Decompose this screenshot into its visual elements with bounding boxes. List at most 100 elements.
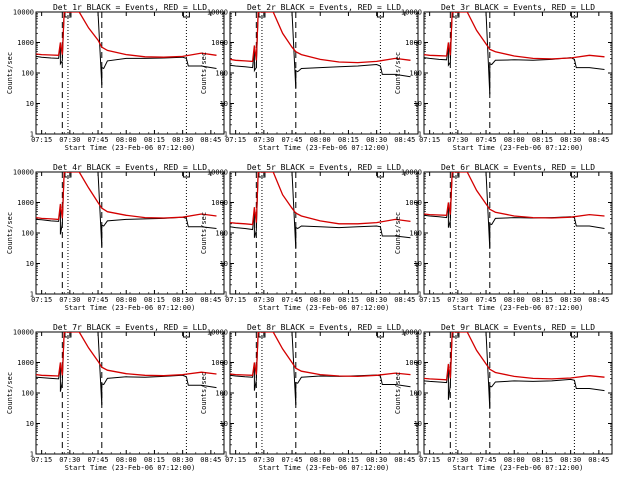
panel-title: Det 6r BLACK = Events, RED = LLD xyxy=(441,163,595,172)
x-tick-label: 08:45 xyxy=(588,456,609,464)
y-tick-label: 1 xyxy=(418,131,422,139)
y-tick-label: 1 xyxy=(30,131,34,139)
detector-panel: Det 5r BLACK = Events, RED = LLD11010010… xyxy=(200,163,419,312)
y-tick-label: 1000 xyxy=(17,199,34,207)
y-tick-label: 10 xyxy=(414,420,422,428)
detector-panel: Det 9r BLACK = Events, RED = LLD 1 10 100 10… xyxy=(394,323,613,472)
y-tick-label: 10 xyxy=(26,260,34,268)
x-tick-label: 07:45 xyxy=(88,296,109,304)
panel-title: Det 9r BLACK = Events, RED = LLD xyxy=(441,323,595,332)
y-tick-label: 1 xyxy=(418,291,422,299)
y-tick-label: 1 xyxy=(418,451,422,459)
y-axis-label: Counts/sec xyxy=(6,372,14,414)
x-tick-label: 07:45 xyxy=(282,136,303,144)
y-tick-label: 1000 xyxy=(17,39,34,47)
y-tick-label: 1 xyxy=(30,451,34,459)
y-tick-label: 100 xyxy=(409,390,422,398)
x-tick-label: 07:15 xyxy=(225,456,246,464)
panel-title: Det 2r BLACK = Events, RED = LLD xyxy=(247,3,401,12)
x-tick-label: 07:30 xyxy=(59,456,80,464)
plot-frame xyxy=(229,11,419,135)
y-tick-label: 1000 xyxy=(405,39,422,47)
y-tick-label: 1000 xyxy=(211,199,228,207)
y-tick-label: 1000 xyxy=(211,39,228,47)
x-tick-label: 08:45 xyxy=(394,136,415,144)
y-tick-label: 100 xyxy=(21,70,34,78)
x-tick-label: 07:15 xyxy=(225,136,246,144)
x-tick-label: 08:15 xyxy=(338,456,359,464)
plot-frame xyxy=(35,171,225,295)
top-bracket-marker xyxy=(452,332,460,338)
x-tick-label: 08:15 xyxy=(338,136,359,144)
top-bracket-marker xyxy=(258,172,266,178)
y-axis-label: Counts/sec xyxy=(6,52,14,94)
plot-frame xyxy=(35,331,225,455)
y-axis-label: Counts/sec xyxy=(394,212,402,254)
y-tick-label: 10 xyxy=(26,100,34,108)
x-tick-label: 08:15 xyxy=(144,456,165,464)
x-axis-label: Start Time (23-Feb-06 07:12:00) xyxy=(259,304,390,312)
x-tick-label: 08:45 xyxy=(394,456,415,464)
y-axis-label: Counts/sec xyxy=(394,372,402,414)
panel-title: Det 8r BLACK = Events, RED = LLD xyxy=(247,323,401,332)
lld-series-line xyxy=(230,12,411,64)
x-tick-label: 07:15 xyxy=(31,136,52,144)
y-axis-label: Counts/sec xyxy=(200,372,208,414)
lld-series-line xyxy=(36,332,217,377)
x-tick-label: 07:30 xyxy=(447,136,468,144)
top-bracket-marker xyxy=(182,12,190,18)
y-tick-label: 10000 xyxy=(401,9,422,17)
y-tick-label: 10000 xyxy=(13,329,34,337)
detector-panel: Det 1r BLACK = Events, RED = LLD 1 10 100 10… xyxy=(6,3,225,152)
panel-title: Det 4r BLACK = Events, RED = LLD xyxy=(53,163,207,172)
y-tick-label: 1000 xyxy=(405,359,422,367)
x-tick-label: 07:15 xyxy=(419,136,440,144)
x-tick-label: 08:00 xyxy=(504,456,525,464)
x-tick-label: 08:30 xyxy=(560,296,581,304)
x-tick-label: 08:30 xyxy=(172,136,193,144)
x-axis-label: Start Time (23-Feb-06 07:12:00) xyxy=(453,144,584,152)
y-axis-label: Counts/sec xyxy=(6,212,14,254)
top-bracket-marker xyxy=(182,172,190,178)
x-tick-label: 07:30 xyxy=(447,456,468,464)
x-tick-label: 08:15 xyxy=(532,456,553,464)
plot-frame xyxy=(229,331,419,455)
top-bracket-marker xyxy=(376,332,384,338)
lld-series-line xyxy=(424,12,605,60)
x-tick-label: 08:45 xyxy=(394,296,415,304)
y-axis-label: Counts/sec xyxy=(200,212,208,254)
y-tick-label: 100 xyxy=(21,230,34,238)
y-tick-label: 1 xyxy=(30,291,34,299)
y-tick-label: 100 xyxy=(215,230,228,238)
panel-title: Det 1r BLACK = Events, RED = LLD xyxy=(53,3,207,12)
plot-frame xyxy=(35,11,225,135)
x-tick-label: 07:15 xyxy=(31,456,52,464)
x-tick-label: 07:30 xyxy=(59,136,80,144)
x-tick-label: 08:30 xyxy=(172,456,193,464)
x-tick-label: 08:45 xyxy=(588,136,609,144)
x-tick-label: 08:15 xyxy=(144,136,165,144)
detector-panel: Det 3r BLACK = Events, RED = LLD 1 10 100 10… xyxy=(394,3,613,152)
plot-frame xyxy=(229,171,419,295)
top-bracket-marker xyxy=(258,332,266,338)
top-bracket-marker xyxy=(64,172,72,178)
x-tick-label: 07:30 xyxy=(447,296,468,304)
detector-panel: Det 4r BLACK = Events, RED = LLD 1 10 100 10… xyxy=(6,163,225,312)
detector-panel: Det 2r BLACK = Events, RED = LLD11010010… xyxy=(200,3,419,152)
y-tick-label: 10000 xyxy=(13,9,34,17)
y-tick-label: 10 xyxy=(414,260,422,268)
x-tick-label: 08:00 xyxy=(116,296,137,304)
panel-title: Det 3r BLACK = Events, RED = LLD xyxy=(441,3,595,12)
x-tick-label: 08:15 xyxy=(532,296,553,304)
x-tick-label: 07:30 xyxy=(253,456,274,464)
x-tick-label: 07:45 xyxy=(88,456,109,464)
x-tick-label: 08:30 xyxy=(366,136,387,144)
x-tick-label: 08:15 xyxy=(532,136,553,144)
x-tick-label: 07:45 xyxy=(476,296,497,304)
x-axis-label: Start Time (23-Feb-06 07:12:00) xyxy=(259,464,390,472)
y-tick-label: 10 xyxy=(414,100,422,108)
y-tick-label: 10000 xyxy=(401,329,422,337)
x-tick-label: 07:15 xyxy=(419,296,440,304)
y-tick-label: 10 xyxy=(220,260,228,268)
y-axis-label: Counts/sec xyxy=(200,52,208,94)
